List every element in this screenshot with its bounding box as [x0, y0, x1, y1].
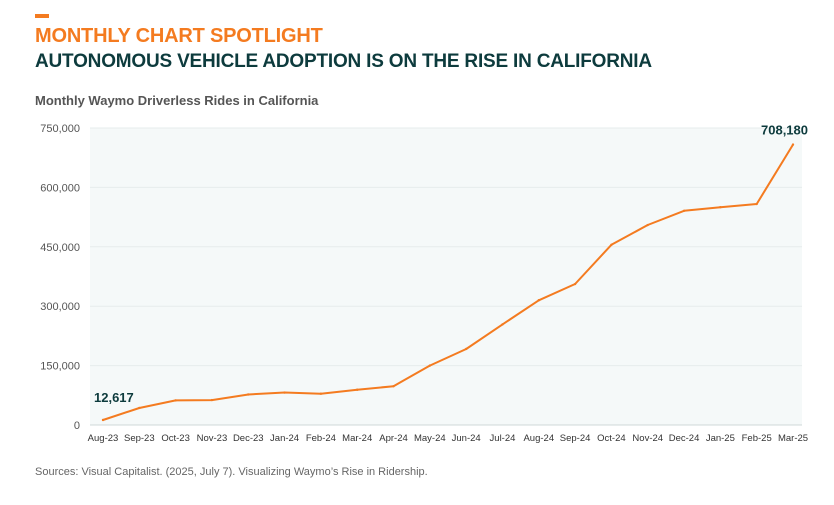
x-tick-label: Mar-25: [778, 433, 808, 444]
x-tick-label: Jul-24: [490, 433, 516, 444]
series-line: [102, 143, 794, 421]
x-tick-label: Dec-23: [233, 433, 264, 444]
y-tick-label: 600,000: [40, 182, 80, 194]
data-point: [138, 406, 141, 410]
data-point: [719, 206, 722, 209]
x-tick-label: Aug-24: [523, 433, 554, 444]
kicker-title: MONTHLY CHART SPOTLIGHT: [35, 25, 323, 47]
x-tick-label: Sep-24: [560, 433, 591, 444]
y-tick-label: 750,000: [40, 123, 80, 135]
x-tick-label: Jan-25: [706, 433, 735, 444]
data-point: [356, 388, 359, 391]
data-point: [755, 202, 758, 206]
y-tick-label: 0: [74, 420, 80, 432]
data-point: [392, 384, 395, 388]
x-tick-label: Jun-24: [452, 433, 481, 444]
plot-area: [90, 128, 802, 425]
data-point: [319, 392, 323, 395]
x-tick-label: Apr-24: [379, 433, 408, 444]
data-point: [210, 398, 214, 402]
x-tick-label: Feb-25: [742, 433, 772, 444]
source-note: Sources: Visual Capitalist. (2025, July …: [35, 466, 428, 478]
data-point: [610, 243, 613, 247]
data-point: [501, 323, 504, 326]
x-tick-label: Mar-24: [342, 433, 372, 444]
x-tick-label: Feb-24: [306, 433, 336, 444]
y-tick-label: 300,000: [40, 301, 80, 313]
y-tick-label: 150,000: [40, 361, 80, 373]
data-point: [464, 347, 468, 351]
x-tick-label: Jan-24: [270, 433, 299, 444]
x-tick-label: Nov-24: [632, 433, 663, 444]
data-point: [537, 299, 540, 302]
data-point: [174, 399, 177, 402]
data-point: [101, 418, 105, 422]
chart-title: Monthly Waymo Driverless Rides in Califo…: [35, 93, 319, 108]
data-point: [428, 364, 432, 367]
data-point: [791, 143, 795, 146]
x-tick-label: Sep-23: [124, 433, 155, 444]
x-tick-label: Oct-24: [597, 433, 626, 444]
data-point: [682, 209, 686, 212]
data-point: [573, 282, 577, 286]
headline: AUTONOMOUS VEHICLE ADOPTION IS ON THE RI…: [35, 51, 652, 72]
data-point: [283, 391, 286, 394]
data-label: 708,180: [761, 123, 808, 138]
x-tick-label: May-24: [414, 433, 446, 444]
x-tick-label: Nov-23: [197, 433, 228, 444]
data-point: [646, 223, 649, 227]
y-tick-label: 450,000: [40, 242, 80, 254]
data-point: [247, 393, 250, 396]
data-label: 12,617: [94, 390, 134, 405]
x-tick-label: Dec-24: [669, 433, 700, 444]
x-tick-label: Aug-23: [88, 433, 119, 444]
x-tick-label: Oct-23: [161, 433, 190, 444]
accent-bar: [35, 14, 49, 18]
